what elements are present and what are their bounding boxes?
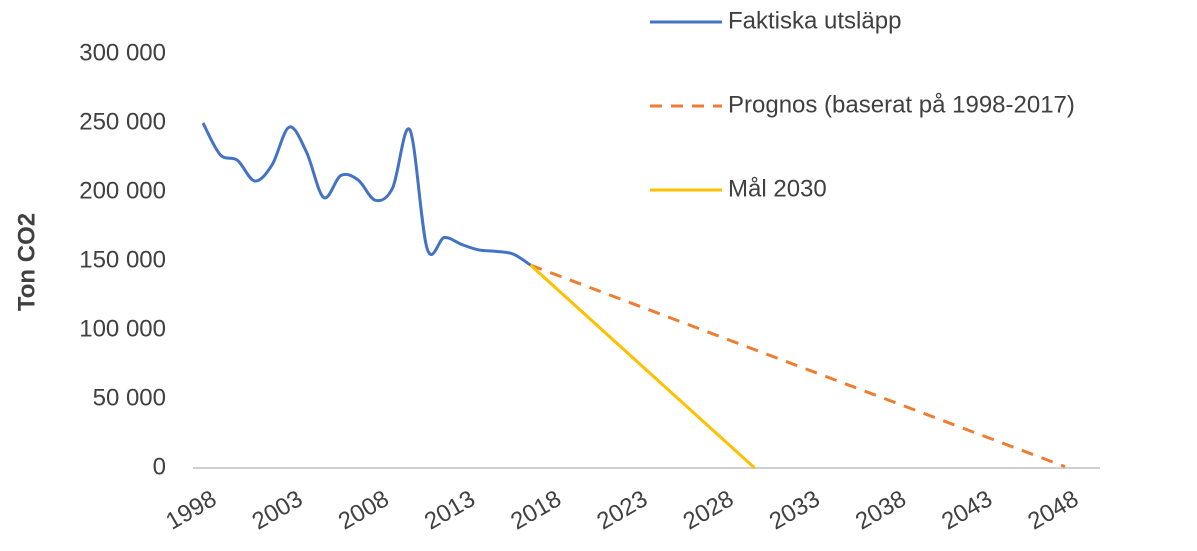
legend-label: Prognos (baserat på 1998-2017) [728,91,1075,118]
y-tick-label: 100 000 [79,315,166,342]
y-axis-label: Ton CO2 [13,213,40,311]
x-tick-label: 1998 [161,485,221,535]
legend-label: Mål 2030 [728,175,827,202]
x-tick-label: 2048 [1023,485,1083,535]
x-tick-label: 2013 [420,485,480,535]
x-tick-label: 2018 [506,485,566,535]
x-tick-label: 2023 [592,485,652,535]
y-tick-label: 150 000 [79,246,166,273]
y-tick-label: 200 000 [79,177,166,204]
legend-label: Faktiska utsläpp [728,7,901,34]
x-tick-label: 2038 [851,485,911,535]
x-tick-label: 2028 [679,485,739,535]
y-tick-label: 0 [153,453,166,480]
x-tick-label: 2043 [937,485,997,535]
y-tick-label: 300 000 [79,39,166,66]
series-line [530,263,1066,469]
x-tick-label: 2008 [334,485,394,535]
x-tick-label: 2003 [248,485,308,535]
series-line [201,122,532,267]
series-line [529,264,756,470]
y-tick-label: 250 000 [79,108,166,135]
x-tick-label: 2033 [765,485,825,535]
y-tick-label: 50 000 [93,384,166,411]
